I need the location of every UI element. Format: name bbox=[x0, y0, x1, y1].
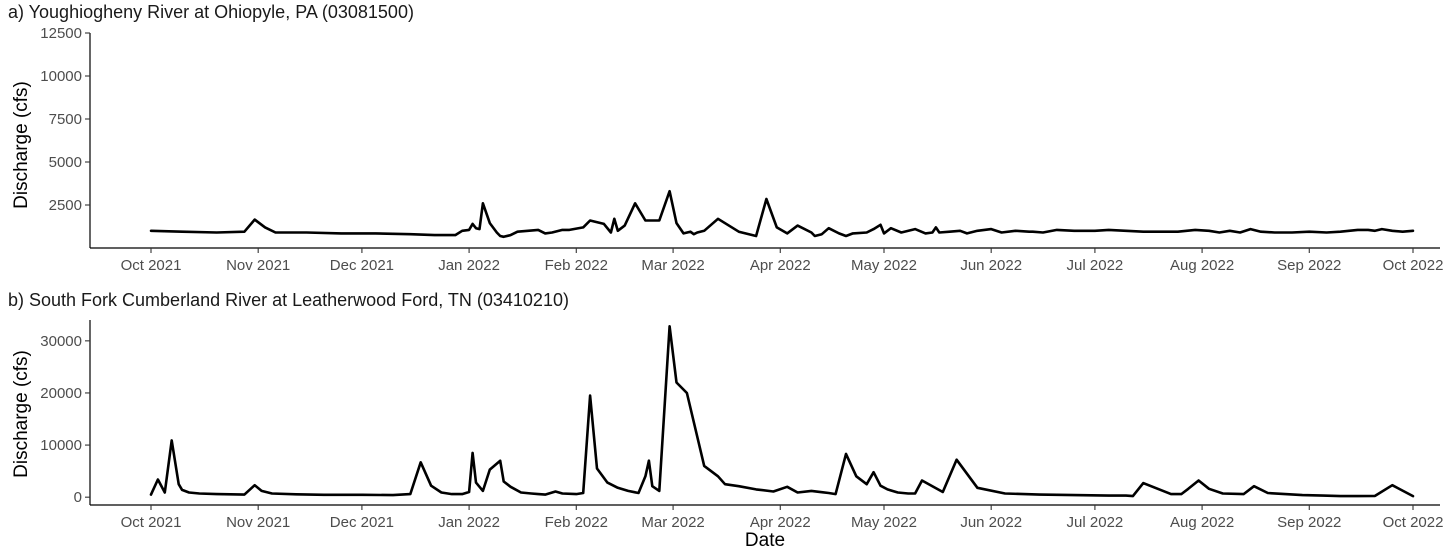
panel-b-y-tick-label: 10000 bbox=[40, 437, 82, 454]
panel-a-x-tick-label: Dec 2021 bbox=[330, 257, 394, 274]
panel-b-x-tick-label: Oct 2021 bbox=[121, 514, 182, 531]
panel-b-x-tick-label: Dec 2021 bbox=[330, 514, 394, 531]
panel-a-x-tick-label: Jul 2022 bbox=[1067, 257, 1124, 274]
panel-b-title: b) South Fork Cumberland River at Leathe… bbox=[8, 290, 569, 310]
panel-a-x-tick-label: Aug 2022 bbox=[1170, 257, 1234, 274]
panel-b-x-tick-label: Nov 2021 bbox=[226, 514, 290, 531]
panel-b-x-tick-label: Jul 2022 bbox=[1067, 514, 1124, 531]
panel-b-y-axis-title: Discharge (cfs) bbox=[11, 350, 32, 478]
panel-b-y-tick-label: 0 bbox=[74, 489, 82, 506]
panel-b-discharge-line-0 bbox=[149, 324, 1415, 498]
panel-b-x-tick-label: Apr 2022 bbox=[750, 514, 811, 531]
panel-b-y-tick-label: 20000 bbox=[40, 385, 82, 402]
panel-b-x-tick-label: Jun 2022 bbox=[960, 514, 1022, 531]
panel-a-x-tick-label: Mar 2022 bbox=[641, 257, 704, 274]
panel-a-y-tick-label: 5000 bbox=[49, 154, 82, 171]
panel-a-x-tick-label: Feb 2022 bbox=[545, 257, 608, 274]
panel-a-y-tick-label: 12500 bbox=[40, 25, 82, 42]
panel-b-x-tick-label: May 2022 bbox=[851, 514, 917, 531]
panel-a-y-tick-label: 7500 bbox=[49, 111, 82, 128]
panel-a-x-tick-label: Nov 2021 bbox=[226, 257, 290, 274]
panel-b-x-tick-label: Oct 2022 bbox=[1383, 514, 1444, 531]
panel-a-x-tick-label: Sep 2022 bbox=[1277, 257, 1341, 274]
panel-a-x-tick-label: Apr 2022 bbox=[750, 257, 811, 274]
panel-a-title: a) Youghiogheny River at Ohiopyle, PA (0… bbox=[8, 2, 414, 22]
panel-b-x-tick-label: Jan 2022 bbox=[438, 514, 500, 531]
panel-a-x-tick-label: May 2022 bbox=[851, 257, 917, 274]
panel-b-x-tick-label: Feb 2022 bbox=[545, 514, 608, 531]
panel-b-x-axis-title: Date bbox=[745, 530, 785, 548]
panel-a-y-axis-title: Discharge (cfs) bbox=[11, 81, 32, 209]
panel-b-y-tick-label: 30000 bbox=[40, 333, 82, 350]
panel-a-y-tick-label: 10000 bbox=[40, 68, 82, 85]
panel-a-x-tick-label: Oct 2022 bbox=[1383, 257, 1444, 274]
panel-b-x-tick-label: Sep 2022 bbox=[1277, 514, 1341, 531]
panel-a-discharge-line-0 bbox=[149, 189, 1415, 239]
panel-b-x-tick-label: Aug 2022 bbox=[1170, 514, 1234, 531]
panel-a-x-tick-label: Jun 2022 bbox=[960, 257, 1022, 274]
panel-a-x-tick-label: Oct 2021 bbox=[121, 257, 182, 274]
panel-a-x-tick-label: Jan 2022 bbox=[438, 257, 500, 274]
panel-a-y-tick-label: 2500 bbox=[49, 197, 82, 214]
panel-b-x-tick-label: Mar 2022 bbox=[641, 514, 704, 531]
